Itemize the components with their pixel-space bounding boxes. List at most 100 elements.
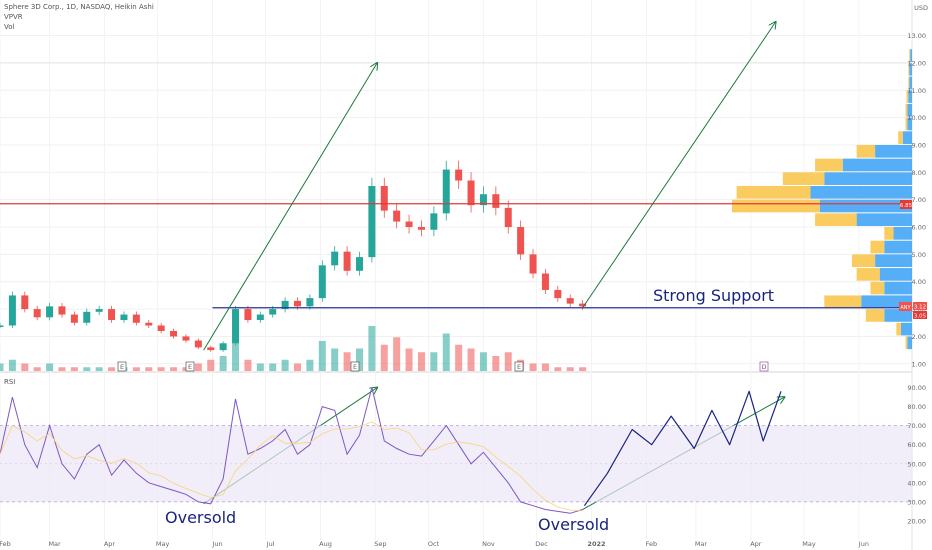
volume-bar — [529, 363, 537, 371]
resistance-price-tag: 6.85 — [900, 200, 913, 209]
oversold-label-2: Oversold — [538, 515, 609, 534]
svg-text:E: E — [353, 363, 357, 371]
volume-profile-down-bar — [736, 186, 811, 199]
volume-bar — [33, 367, 41, 371]
volume-bar — [405, 348, 413, 371]
candle-body — [368, 186, 376, 258]
svg-text:E: E — [120, 363, 124, 371]
volume-bar — [368, 326, 376, 371]
candle-body — [393, 210, 401, 222]
volume-profile-down-bar — [870, 240, 885, 254]
volume-bar — [256, 363, 264, 371]
indicator-vol-label[interactable]: Vol — [4, 23, 15, 31]
candle-body — [120, 314, 128, 321]
candle-body — [442, 169, 450, 214]
time-tick-label: Apr — [750, 540, 762, 548]
time-tick-label: Apr — [104, 540, 116, 548]
candle-body — [170, 330, 178, 337]
rsi-tick-label: 30.00 — [907, 498, 926, 506]
support-price-tag: 3.05 — [913, 311, 927, 320]
price-tick-label: 2.00 — [912, 333, 926, 341]
volume-profile-up-bar — [884, 240, 912, 254]
time-tick-label: Feb — [646, 540, 658, 548]
candle-body — [579, 303, 587, 307]
earnings-marker[interactable]: E — [185, 361, 195, 372]
rsi-projection-squiggle — [583, 390, 782, 507]
dividend-marker[interactable]: D — [759, 361, 769, 372]
candle-body — [504, 207, 512, 228]
volume-bar — [430, 352, 438, 371]
price-tick-label: 7.00 — [912, 196, 926, 204]
volume-profile-down-bar — [908, 62, 910, 76]
volume-bar — [504, 352, 512, 371]
volume-profile-up-bar — [810, 186, 912, 199]
candle-body — [467, 180, 475, 206]
currency-label: USD — [914, 4, 928, 12]
candle-body — [145, 322, 153, 326]
candle-body — [108, 309, 116, 321]
time-tick-label: Nov — [482, 540, 495, 548]
volume-profile-up-bar — [884, 309, 912, 322]
candle-body — [517, 227, 525, 255]
svg-text:ANY: ANY — [900, 305, 911, 311]
time-tick-label: Jul — [266, 540, 275, 548]
indicator-vpvr-label[interactable]: VPVR — [4, 13, 23, 21]
candle-body — [157, 325, 165, 331]
candle-body — [529, 254, 537, 274]
volume-profile-down-bar — [732, 199, 820, 213]
volume-profile-up-bar — [909, 76, 912, 90]
candle-body — [318, 265, 326, 299]
volume-profile-up-bar — [900, 322, 912, 336]
ticker-tag: ANY — [899, 302, 912, 311]
earnings-marker[interactable]: E — [350, 361, 360, 372]
volume-bar — [355, 348, 363, 371]
volume-bar — [157, 367, 165, 371]
volume-profile-down-bar — [909, 49, 911, 62]
volume-bar — [318, 341, 326, 371]
candle-body — [281, 300, 289, 310]
candle-body — [232, 309, 240, 344]
volume-profile-up-bar — [824, 172, 912, 185]
rsi-label[interactable]: RSI — [4, 378, 15, 386]
projection-arrow — [582, 22, 776, 309]
volume-profile-up-bar — [910, 49, 912, 62]
volume-bar — [479, 352, 487, 371]
candle-body — [380, 186, 388, 211]
volume-profile-up-bar — [819, 199, 912, 213]
volume-profile-up-bar — [893, 227, 912, 240]
price-tick-label: 9.00 — [912, 141, 926, 149]
volume-bar — [8, 359, 16, 371]
volume-bar — [0, 363, 4, 371]
candle-body — [95, 309, 103, 312]
candle-body — [70, 314, 78, 323]
rsi-tick-label: 50.00 — [907, 460, 926, 468]
candle-body — [194, 340, 202, 348]
volume-bar — [145, 367, 153, 371]
rsi-tick-label: 20.00 — [907, 517, 926, 525]
earnings-marker[interactable]: E — [117, 361, 127, 372]
candle-body — [219, 343, 227, 351]
symbol-title: Sphere 3D Corp., 1D, NASDAQ, Heikin Ashi — [4, 3, 154, 11]
candle-body — [83, 311, 91, 323]
time-tick-label: Feb — [0, 540, 11, 548]
candle-body — [541, 273, 549, 290]
volume-profile-up-bar — [879, 268, 912, 281]
strong-support-label: Strong Support — [653, 286, 774, 305]
volume-bar — [83, 367, 91, 371]
volume-bar — [207, 359, 215, 371]
candle-body — [554, 289, 562, 299]
time-axis: Feb Mar Apr May Jun Jul Aug Sep Oct Nov Dec 2022 Feb… — [0, 540, 869, 548]
volume-bar — [331, 348, 339, 371]
volume-profile — [732, 49, 912, 350]
volume-bar — [442, 333, 450, 371]
price-tick-label: 5.00 — [912, 251, 926, 259]
volume-bar — [281, 359, 289, 371]
volume-bar — [95, 367, 103, 371]
svg-text:E: E — [517, 363, 521, 371]
svg-text:6.85: 6.85 — [900, 203, 913, 209]
candle-body — [306, 298, 314, 307]
rally-arrow — [203, 63, 378, 351]
earnings-marker[interactable]: E — [514, 361, 524, 372]
candle-body — [405, 221, 413, 228]
volume-profile-down-bar — [906, 90, 909, 103]
